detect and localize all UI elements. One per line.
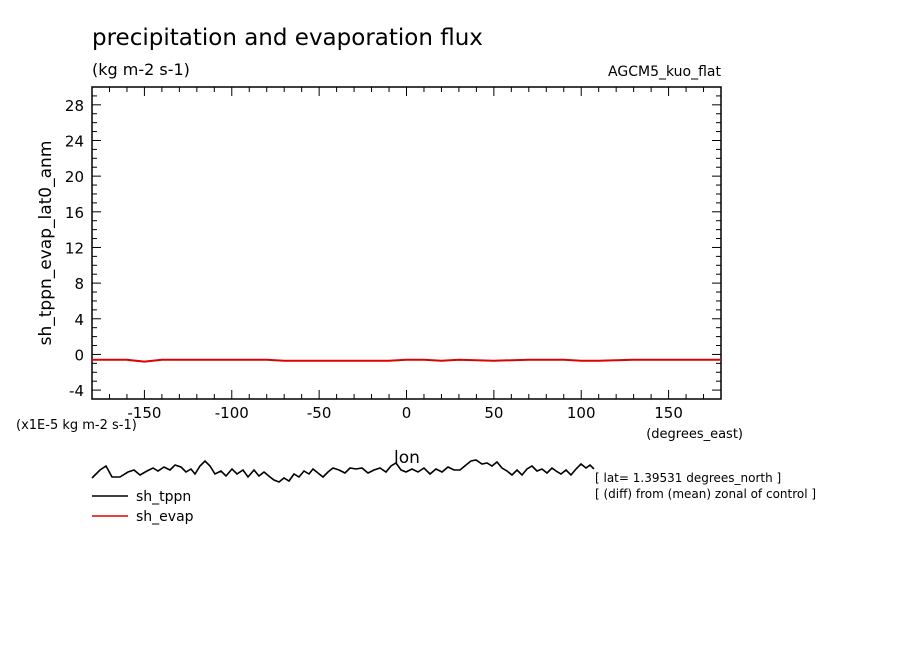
y-tick-label: -4 (69, 382, 84, 400)
legend-label-sh-tppn: sh_tppn (136, 489, 191, 505)
x-tick-label: 50 (484, 404, 503, 422)
x-tick-label: -150 (127, 404, 161, 422)
legend-label-sh-evap: sh_evap (136, 509, 194, 525)
y-tick-label: 16 (65, 204, 84, 222)
chart-title: precipitation and evaporation flux (92, 25, 483, 51)
y-tick-label: 0 (74, 346, 84, 364)
y-tick-label: 20 (65, 168, 84, 186)
y-tick-label: 28 (65, 97, 84, 115)
y-tick-label: 8 (74, 275, 84, 293)
x-axis-title: lon (394, 448, 420, 468)
series-group (92, 358, 721, 363)
y-axis: -4 0 4 8 12 16 20 24 28 (65, 95, 721, 400)
y-tick-label: 24 (65, 132, 84, 150)
y-tick-label: 12 (65, 239, 84, 257)
y-tick-label: 4 (74, 311, 84, 329)
x-axis: -150 -100 -50 0 50 100 150 (108, 87, 705, 422)
x-tick-label: 150 (654, 404, 683, 422)
x-tick-label: -100 (215, 404, 249, 422)
x-tick-label: -50 (307, 404, 332, 422)
diff-note: [ (diff) from (mean) zonal of control ] (595, 487, 816, 501)
model-label: AGCM5_kuo_flat (608, 64, 721, 80)
x-units-label: (degrees_east) (646, 427, 743, 442)
y-scale-note: (x1E-5 kg m-2 s-1) (16, 418, 137, 433)
series-line-sh-evap (92, 358, 721, 363)
sh-tppn-trace (91, 459, 595, 483)
units-label: (kg m-2 s-1) (92, 60, 190, 79)
plot-frame (91, 86, 722, 400)
x-tick-label: 0 (402, 404, 412, 422)
x-tick-label: 100 (567, 404, 596, 422)
y-axis-title: sh_tppn_evap_lat0_anm (36, 141, 56, 346)
lat-note: [ lat= 1.39531 degrees_north ] (595, 471, 781, 485)
legend: sh_tppn sh_evap (92, 489, 194, 525)
